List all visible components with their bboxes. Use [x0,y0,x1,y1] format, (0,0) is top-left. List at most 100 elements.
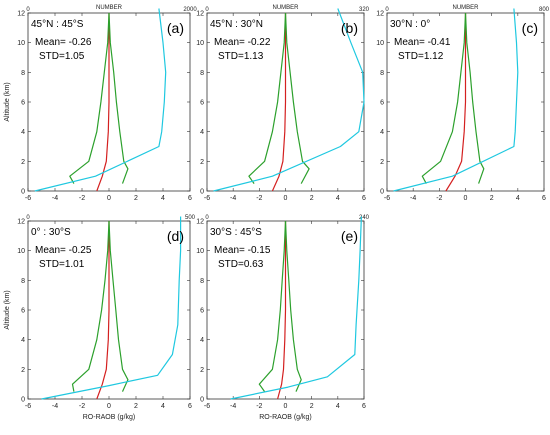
x-tick-label: -2 [79,403,85,410]
panel-label: (a) [167,20,184,36]
y-tick-label: 0 [380,189,384,196]
std-label: STD=0.63 [218,259,264,270]
series-line-1 [96,221,110,400]
x-tick-label: -6 [204,403,210,410]
top-axis-max: 240 [359,215,370,221]
x-tick-label: 2 [490,195,494,202]
y-tick-label: 6 [21,308,25,315]
x-tick-label: -4 [230,195,236,202]
y-tick-label: 12 [17,219,25,226]
y-tick-label: 2 [380,159,384,166]
x-tick-label: 4 [516,195,520,202]
x-tick-label: 0 [107,403,111,410]
y-axis-label: Altitude (km) [4,82,11,121]
top-axis-zero: 0 [205,215,209,221]
x-tick-label: 0 [284,195,288,202]
series-line-3 [284,220,302,392]
series-line-4 [34,8,167,192]
top-axis-label: NUMBER [96,5,123,11]
x-tick-label: 2 [310,403,314,410]
top-axis-label: NUMBER [452,5,479,11]
y-tick-label: 12 [376,11,384,18]
top-axis-max: 320 [359,7,370,13]
y-tick-label: 6 [21,100,25,107]
top-axis-zero: 0 [385,7,389,13]
y-tick-label: 12 [196,11,204,18]
series-line-3 [108,12,129,184]
y-tick-label: 2 [200,367,204,374]
x-tick-label: -2 [436,195,442,202]
region-label: 30°S : 45°S [210,227,262,238]
panel-label: (d) [167,228,184,244]
x-tick-label: -6 [25,195,31,202]
x-tick-label: -6 [384,195,390,202]
x-tick-label: -4 [52,195,58,202]
region-label: 30°N : 0° [390,19,430,30]
x-tick-label: 6 [362,403,366,410]
series-line-1 [445,13,467,192]
x-tick-label: -4 [410,195,416,202]
std-label: STD=1.05 [39,51,85,62]
region-label: 0° : 30°S [31,227,71,238]
series-line-2 [258,220,287,392]
y-tick-label: 4 [21,337,25,344]
y-tick-label: 0 [200,397,204,404]
x-tick-label: -2 [256,403,262,410]
x-tick-label: 0 [284,403,288,410]
series-line-1 [277,221,287,400]
y-tick-label: 0 [21,397,25,404]
top-axis-zero: 0 [26,215,30,221]
y-tick-label: 6 [380,100,384,107]
series-line-4 [393,8,519,192]
top-axis-zero: 0 [205,7,209,13]
y-tick-label: 10 [376,40,384,47]
x-tick-label: 6 [542,195,546,202]
x-tick-label: 2 [310,195,314,202]
series-line-4 [41,216,182,400]
series-line-3 [108,220,129,392]
y-tick-label: 8 [200,278,204,285]
series-line-3 [284,12,310,184]
y-tick-label: 12 [196,219,204,226]
y-tick-label: 4 [200,129,204,136]
mean-label: Mean= -0.15 [214,245,271,256]
x-tick-label: 0 [464,195,468,202]
y-tick-label: 10 [196,248,204,255]
x-tick-label: 4 [161,195,165,202]
panel-label: (e) [341,228,358,244]
std-label: STD=1.01 [39,259,85,270]
x-tick-label: 2 [134,403,138,410]
top-axis-label: NUMBER [272,5,299,11]
x-tick-label: 6 [188,195,192,202]
y-tick-label: 8 [21,70,25,77]
top-axis-zero: 0 [26,7,30,13]
std-label: STD=1.12 [398,51,444,62]
top-axis-max: 500 [185,215,196,221]
mean-label: Mean= -0.22 [214,37,271,48]
y-axis-label: Altitude (km) [4,290,11,329]
series-line-4 [213,8,365,192]
y-tick-label: 2 [21,159,25,166]
x-tick-label: 4 [161,403,165,410]
top-axis-max: 2000 [183,7,197,13]
y-tick-label: 0 [200,189,204,196]
x-tick-label: -2 [79,195,85,202]
y-tick-label: 4 [21,129,25,136]
x-tick-label: 6 [188,403,192,410]
y-tick-label: 4 [380,129,384,136]
x-tick-label: -4 [230,403,236,410]
std-label: STD=1.13 [218,51,264,62]
x-axis-label: RO-RAOB (g/kg) [83,414,136,421]
series-line-1 [96,13,110,192]
y-tick-label: 6 [200,308,204,315]
y-tick-label: 12 [17,11,25,18]
y-tick-label: 2 [200,159,204,166]
y-tick-label: 10 [17,40,25,47]
panel-label: (b) [341,20,358,36]
